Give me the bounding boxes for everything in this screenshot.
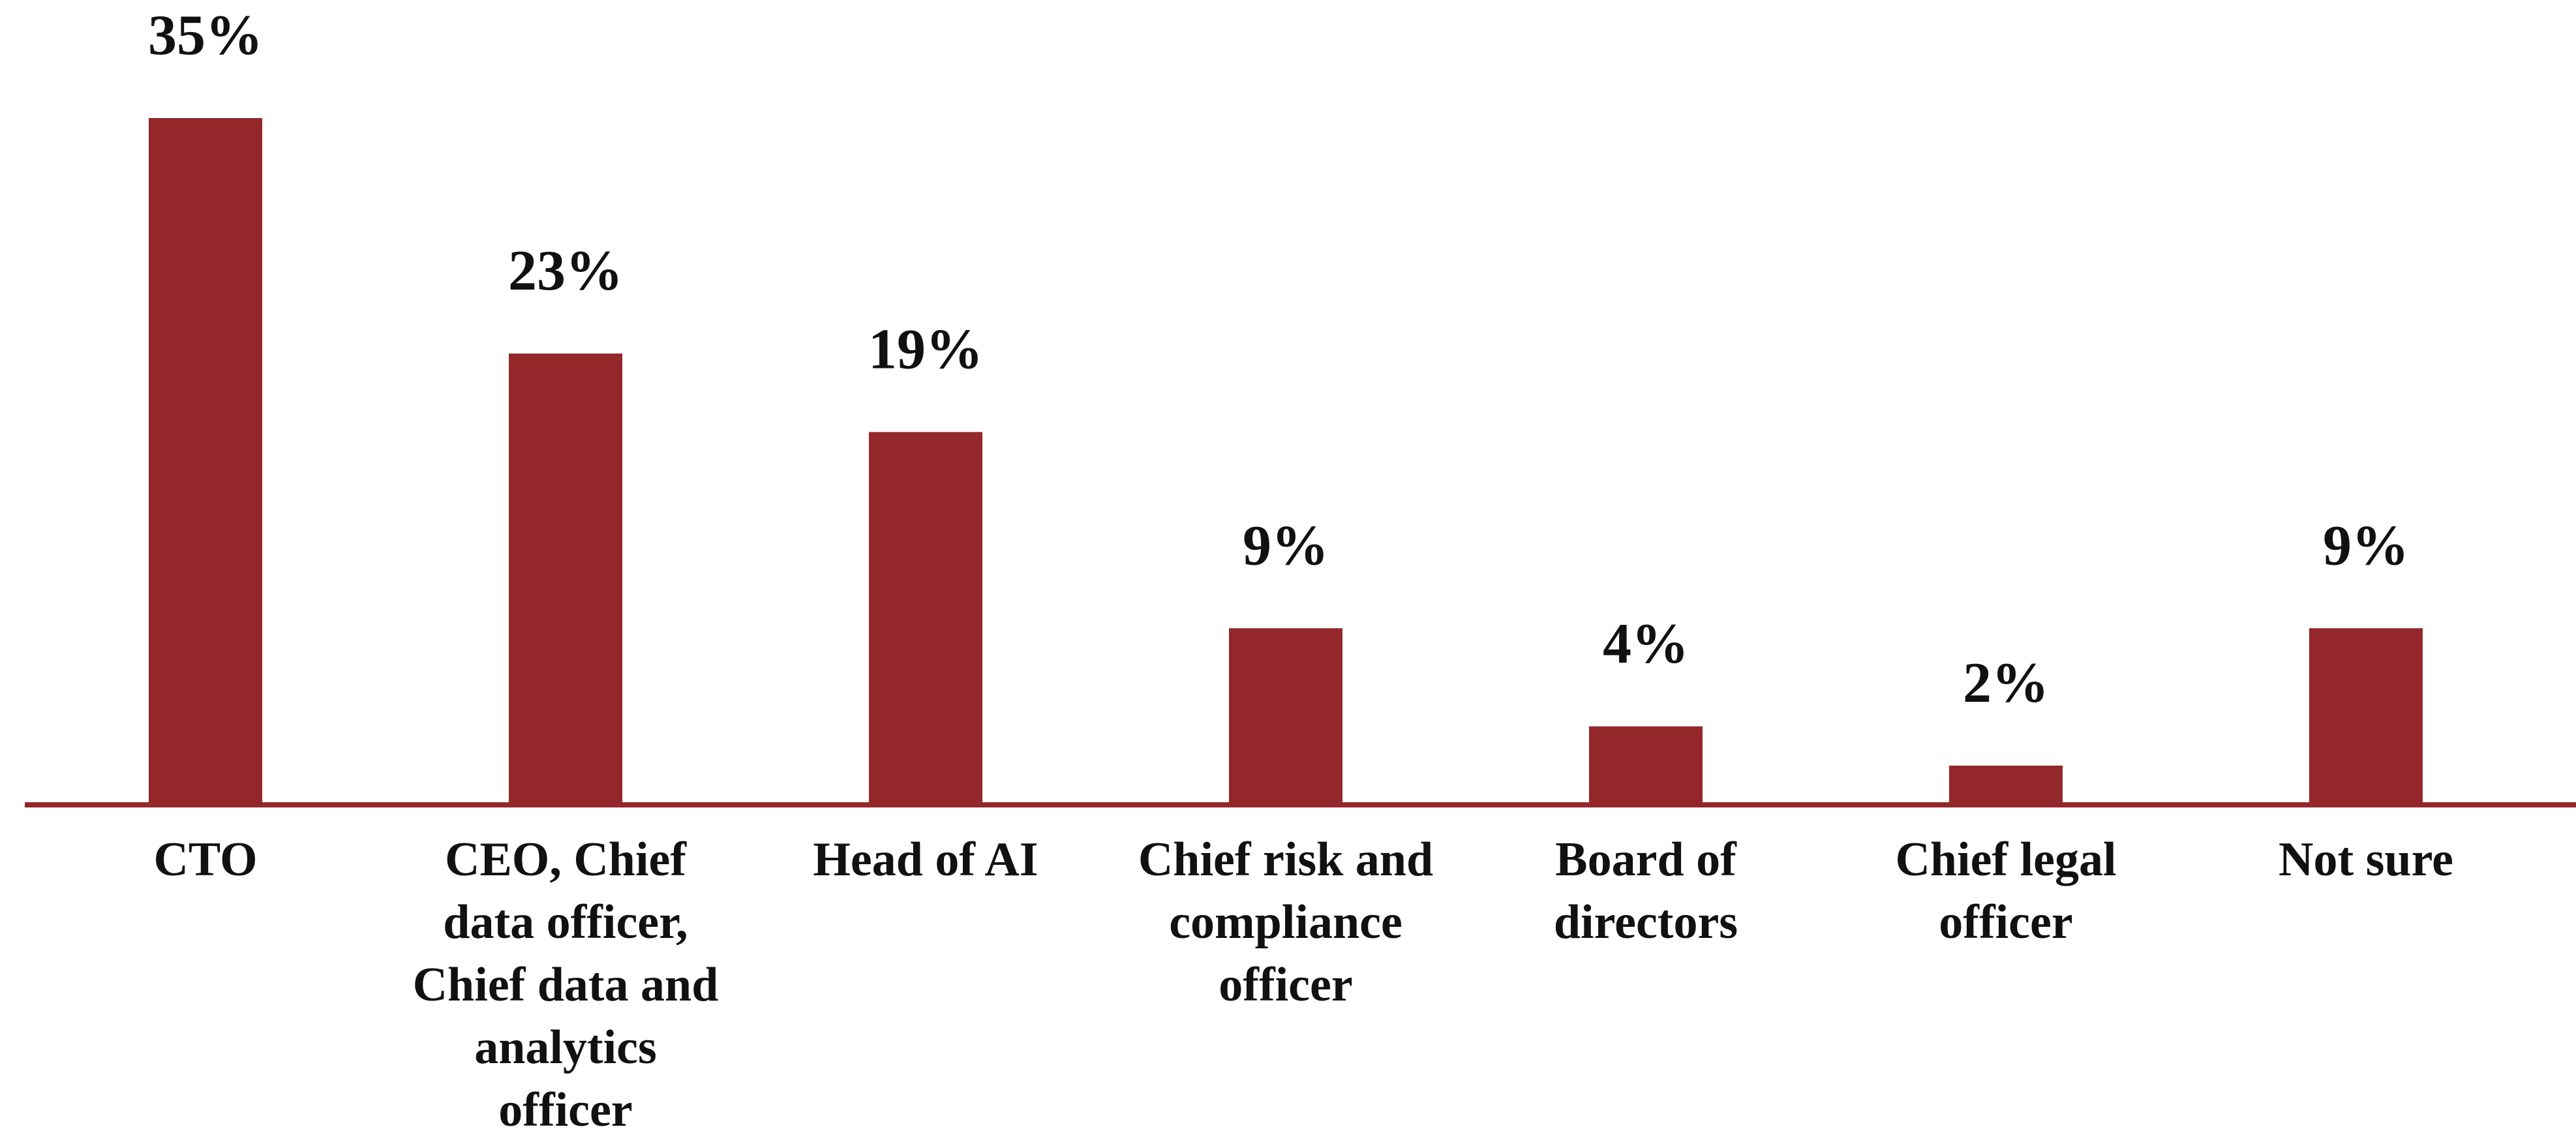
- value-label: 9%: [1243, 514, 1329, 577]
- baseline: [25, 802, 2576, 807]
- value-label: 9%: [2323, 514, 2409, 577]
- category-label: CTO: [153, 833, 258, 886]
- category-label: CEO, Chief data officer, Chief data and …: [412, 833, 719, 1129]
- category-label: Head of AI: [813, 833, 1038, 886]
- category-label: Chief legal officer: [1895, 833, 2117, 949]
- value-label: 4%: [1603, 612, 1689, 676]
- bar: [1229, 628, 1342, 805]
- value-label: 23%: [508, 239, 623, 303]
- category-label: Chief risk and compliance officer: [1138, 833, 1434, 1012]
- bar: [869, 432, 982, 805]
- bar: [149, 118, 262, 805]
- value-label: 19%: [868, 318, 983, 382]
- category-label: Board of directors: [1553, 833, 1738, 949]
- category-label: Not sure: [2279, 833, 2453, 886]
- bar: [509, 354, 622, 805]
- bar: [1589, 726, 1703, 805]
- bar: [1949, 765, 2063, 805]
- value-label: 35%: [148, 4, 263, 67]
- bar: [2309, 628, 2423, 805]
- value-label: 2%: [1963, 652, 2049, 715]
